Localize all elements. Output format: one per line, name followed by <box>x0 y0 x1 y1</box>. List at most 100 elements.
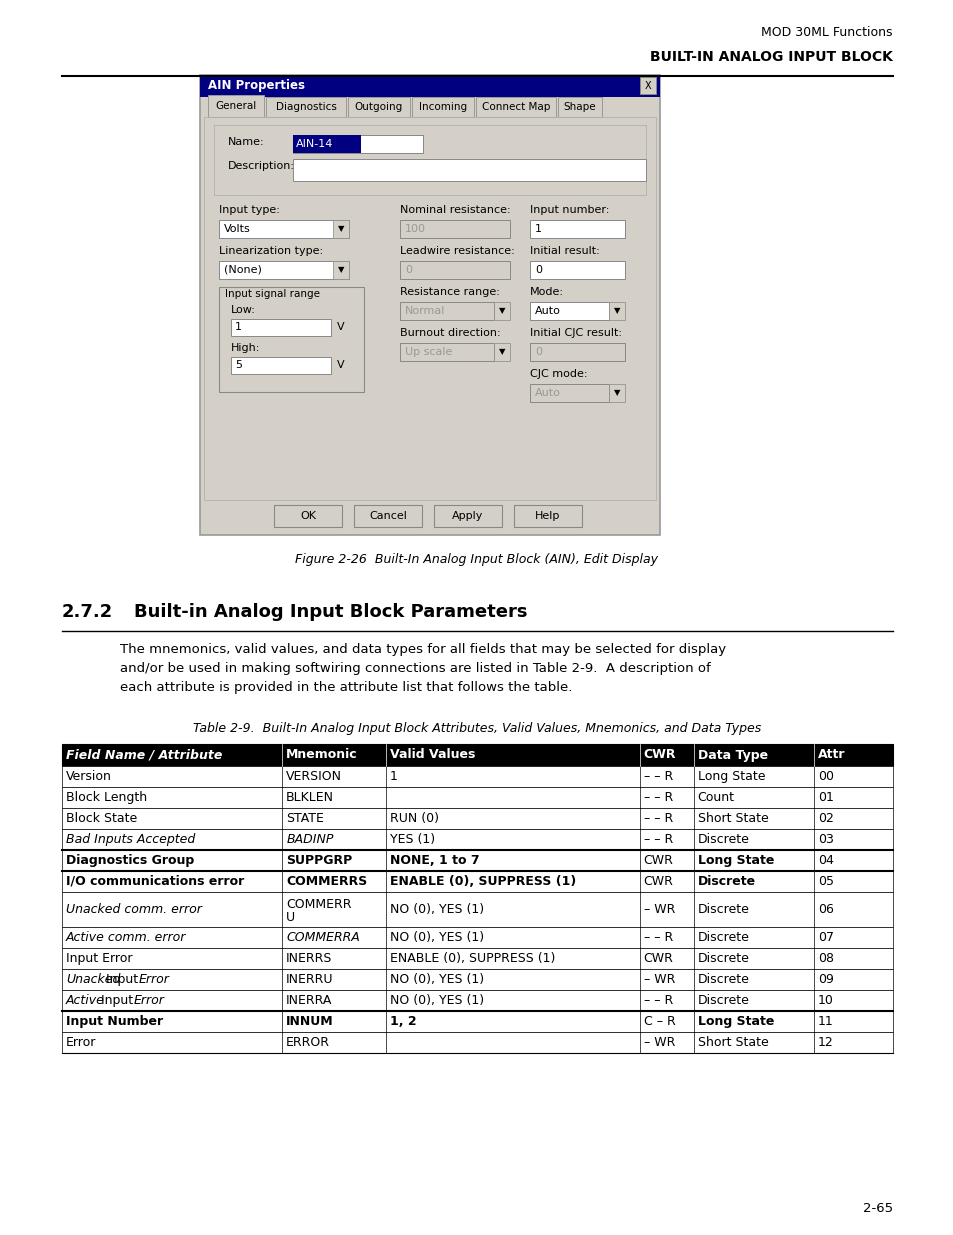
Text: ▼: ▼ <box>498 306 505 315</box>
Text: C – R: C – R <box>643 1015 675 1028</box>
Text: 09: 09 <box>818 973 833 986</box>
Text: X: X <box>644 82 651 91</box>
Text: 1, 2: 1, 2 <box>390 1015 416 1028</box>
Text: Outgoing: Outgoing <box>355 103 403 112</box>
Bar <box>62 871 892 892</box>
Bar <box>200 75 659 535</box>
Text: 00: 00 <box>818 769 833 783</box>
Text: 1: 1 <box>535 224 541 233</box>
Text: Error: Error <box>66 1036 96 1049</box>
Text: Bad Inputs Accepted: Bad Inputs Accepted <box>66 832 195 846</box>
Text: Attr: Attr <box>818 748 844 762</box>
Bar <box>354 505 421 527</box>
Bar <box>434 505 501 527</box>
Text: 06: 06 <box>818 903 833 916</box>
Text: Long State: Long State <box>697 1015 773 1028</box>
Text: ▼: ▼ <box>498 347 505 357</box>
Text: NO (0), YES (1): NO (0), YES (1) <box>390 903 484 916</box>
Text: Discrete: Discrete <box>697 994 749 1007</box>
Text: and/or be used in making softwiring connections are listed in Table 2-9.  A desc: and/or be used in making softwiring conn… <box>120 662 710 676</box>
Text: High:: High: <box>231 343 260 353</box>
Text: BUILT-IN ANALOG INPUT BLOCK: BUILT-IN ANALOG INPUT BLOCK <box>649 49 892 64</box>
Text: (None): (None) <box>224 266 262 275</box>
Bar <box>558 98 601 117</box>
Text: 0: 0 <box>405 266 412 275</box>
Bar <box>608 384 624 403</box>
Bar <box>348 98 410 117</box>
Bar <box>293 135 422 153</box>
Text: Help: Help <box>535 511 560 521</box>
Text: – WR: – WR <box>643 903 674 916</box>
Text: NONE, 1 to 7: NONE, 1 to 7 <box>390 853 479 867</box>
Text: 100: 100 <box>405 224 426 233</box>
Text: Input signal range: Input signal range <box>225 289 319 299</box>
Bar <box>494 343 510 361</box>
Text: General: General <box>215 101 256 111</box>
Text: Diagnostics: Diagnostics <box>275 103 336 112</box>
Bar <box>399 303 494 320</box>
Text: Active comm. error: Active comm. error <box>66 931 186 944</box>
Text: 10: 10 <box>818 994 833 1007</box>
Text: Mode:: Mode: <box>530 287 563 296</box>
Text: 0: 0 <box>535 266 541 275</box>
Bar <box>266 98 346 117</box>
Bar <box>62 1011 892 1032</box>
Text: – WR: – WR <box>643 973 674 986</box>
Text: ▼: ▼ <box>337 225 344 233</box>
Text: Input: Input <box>97 994 137 1007</box>
Text: CJC mode:: CJC mode: <box>530 369 587 379</box>
Text: Discrete: Discrete <box>697 876 755 888</box>
Text: CWR: CWR <box>643 853 673 867</box>
Text: VERSION: VERSION <box>286 769 342 783</box>
Text: 2-65: 2-65 <box>862 1202 892 1215</box>
Bar <box>530 303 608 320</box>
Text: – – R: – – R <box>643 790 672 804</box>
Text: Normal: Normal <box>405 306 445 316</box>
Text: U: U <box>286 910 295 924</box>
Bar <box>62 850 892 871</box>
Bar <box>399 220 510 238</box>
Text: 07: 07 <box>818 931 833 944</box>
Text: NO (0), YES (1): NO (0), YES (1) <box>390 931 484 944</box>
Bar <box>62 927 892 948</box>
Text: I/O communications error: I/O communications error <box>66 876 244 888</box>
Text: SUPPGRP: SUPPGRP <box>286 853 352 867</box>
Bar <box>293 135 360 153</box>
Text: Figure 2-26  Built-In Analog Input Block (AIN), Edit Display: Figure 2-26 Built-In Analog Input Block … <box>295 553 658 566</box>
Text: 1: 1 <box>390 769 397 783</box>
Text: Field Name / Attribute: Field Name / Attribute <box>66 748 222 762</box>
Text: Count: Count <box>697 790 734 804</box>
Text: Cancel: Cancel <box>369 511 407 521</box>
Text: V: V <box>336 359 344 370</box>
Text: Input Error: Input Error <box>66 952 132 965</box>
Text: Long State: Long State <box>697 853 773 867</box>
Bar <box>530 261 624 279</box>
Bar <box>639 77 656 94</box>
Text: 02: 02 <box>818 811 833 825</box>
Text: ▼: ▼ <box>337 266 344 274</box>
Bar <box>399 343 494 361</box>
Text: 2.7.2: 2.7.2 <box>62 603 113 621</box>
Text: Long State: Long State <box>697 769 764 783</box>
Bar <box>62 948 892 969</box>
Text: Error: Error <box>133 994 164 1007</box>
Bar <box>204 501 656 531</box>
Text: Initial CJC result:: Initial CJC result: <box>530 329 621 338</box>
Text: Table 2-9.  Built-In Analog Input Block Attributes, Valid Values, Mnemonics, and: Table 2-9. Built-In Analog Input Block A… <box>193 722 760 735</box>
Text: CWR: CWR <box>643 876 673 888</box>
Text: Data Type: Data Type <box>697 748 767 762</box>
Text: CWR: CWR <box>643 952 673 965</box>
Text: Built-in Analog Input Block Parameters: Built-in Analog Input Block Parameters <box>133 603 527 621</box>
Text: ▼: ▼ <box>613 306 619 315</box>
Text: Auto: Auto <box>535 388 560 398</box>
Text: ERROR: ERROR <box>286 1036 330 1049</box>
Text: STATE: STATE <box>286 811 324 825</box>
Text: Active: Active <box>66 994 105 1007</box>
Text: Block Length: Block Length <box>66 790 147 804</box>
Text: ENABLE (0), SUPPRESS (1): ENABLE (0), SUPPRESS (1) <box>390 952 555 965</box>
Text: The mnemonics, valid values, and data types for all fields that may be selected : The mnemonics, valid values, and data ty… <box>120 643 725 656</box>
Text: INNUM: INNUM <box>286 1015 334 1028</box>
Bar <box>333 261 349 279</box>
Text: BADINP: BADINP <box>286 832 334 846</box>
Text: – – R: – – R <box>643 811 672 825</box>
